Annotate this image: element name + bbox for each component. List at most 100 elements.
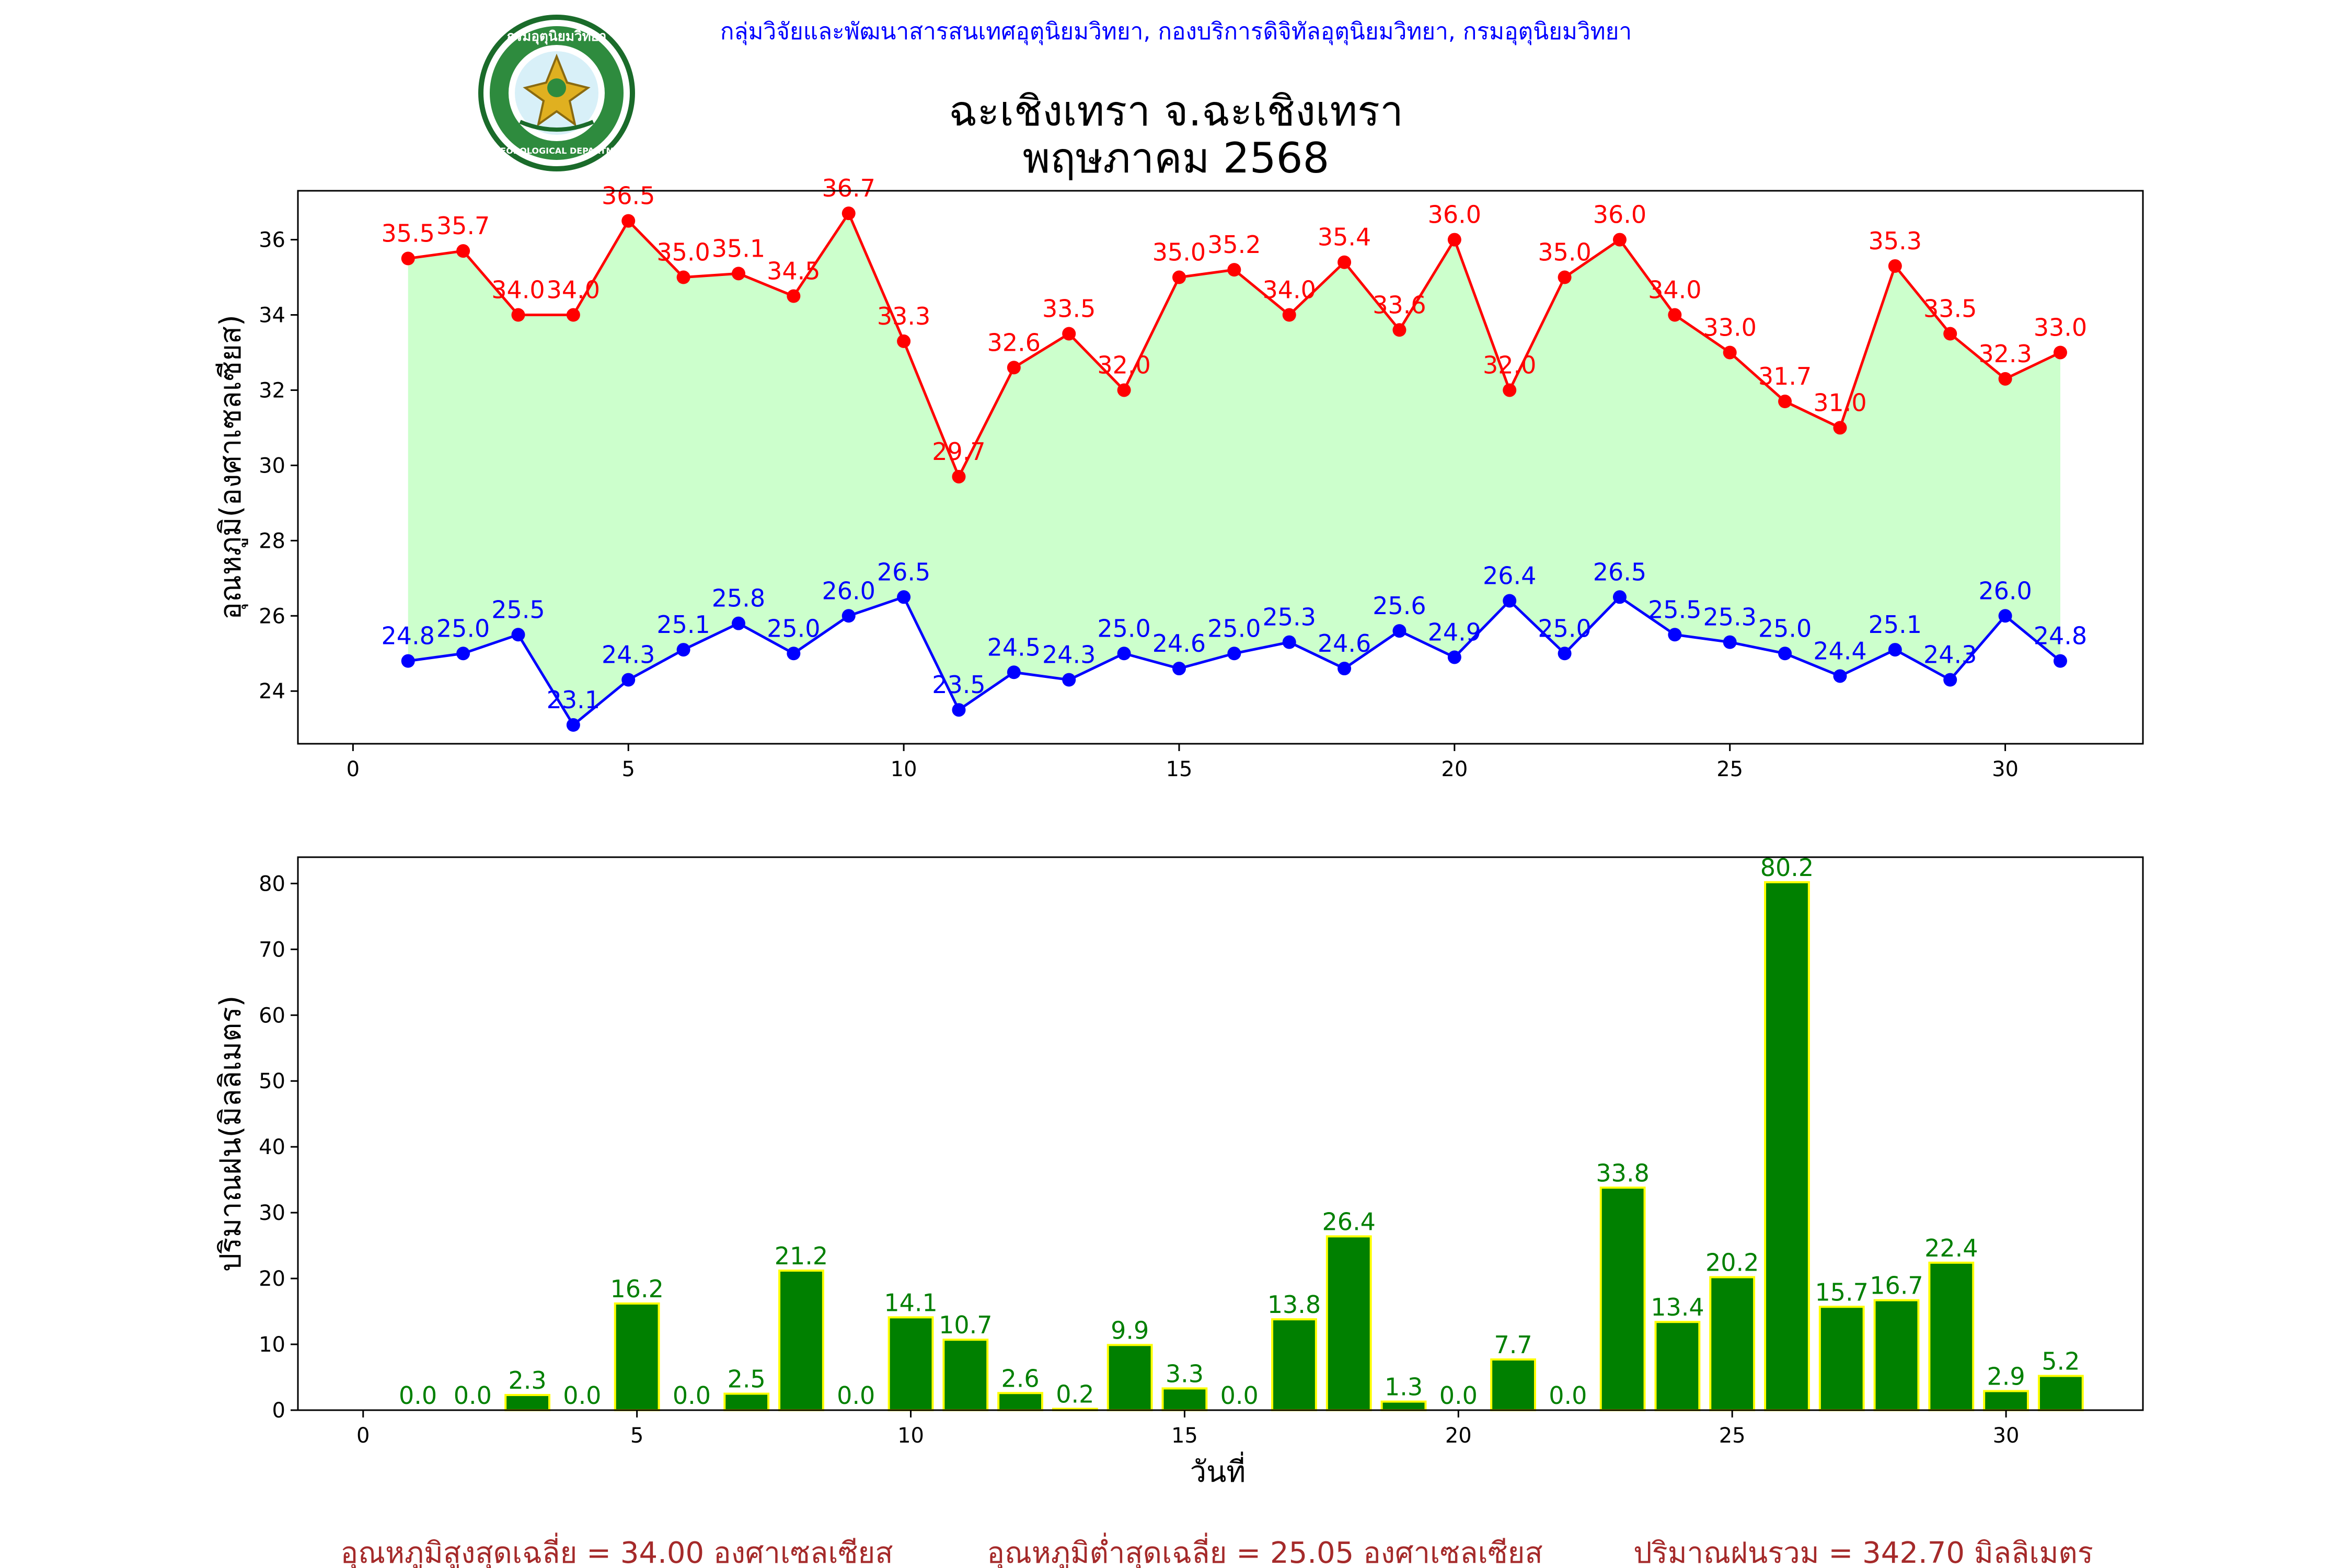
tmin-data-label: 25.3 <box>1263 603 1316 631</box>
temperature-y-tick-label: 26 <box>259 604 285 628</box>
rainfall-data-label: 2.6 <box>1001 1364 1040 1392</box>
tmin-point <box>621 673 636 687</box>
tmin-point <box>1392 624 1406 638</box>
rainfall-data-label: 0.2 <box>1056 1380 1094 1408</box>
tmin-point <box>1227 647 1241 661</box>
temperature-y-tick-label: 28 <box>259 529 285 553</box>
rainfall-data-label: 80.2 <box>1760 854 1814 882</box>
rainfall-bar <box>1161 1387 1208 1412</box>
tmin-point <box>1117 647 1131 661</box>
tmin-data-label: 24.6 <box>1318 629 1371 658</box>
tmax-data-label: 33.5 <box>1042 294 1096 322</box>
temperature-y-tick-label: 34 <box>259 304 285 328</box>
tmax-data-label: 31.0 <box>1813 388 1866 417</box>
rainfall-y-tick-label: 20 <box>259 1267 285 1291</box>
tmin-data-label: 24.8 <box>382 622 435 650</box>
temperature-x-tick-label: 0 <box>347 757 360 781</box>
tmax-point <box>621 214 636 228</box>
tmax-data-label: 34.5 <box>767 257 820 285</box>
rainfall-y-tick-label: 80 <box>259 872 285 896</box>
tmax-data-label: 32.6 <box>987 328 1041 356</box>
tmin-point <box>787 647 801 661</box>
temperature-y-tick-label: 32 <box>259 378 285 402</box>
tmax-data-label: 35.4 <box>1318 223 1371 251</box>
temperature-x-tick-label: 25 <box>1716 757 1743 781</box>
tmin-point <box>841 609 856 623</box>
tmax-data-label: 36.7 <box>822 174 875 202</box>
tmin-point <box>731 616 745 630</box>
tmin-data-label: 25.0 <box>767 614 820 642</box>
rainfall-data-label: 0.0 <box>563 1381 601 1410</box>
temperature-x-tick-label: 15 <box>1166 757 1193 781</box>
rainfall-data-label: 0.0 <box>454 1381 492 1410</box>
rainfall-data-label: 3.3 <box>1166 1359 1204 1388</box>
summary-tmax-average: อุณหภูมิสูงสุดเฉลี่ย = 34.00 องศาเซลเซีย… <box>340 1532 893 1568</box>
temperature-y-tick-label: 24 <box>259 679 285 704</box>
tmin-data-label: 24.6 <box>1152 629 1206 658</box>
tmax-data-label: 33.0 <box>2034 313 2087 341</box>
tmin-point <box>1612 590 1627 604</box>
tmin-data-label: 24.4 <box>1813 637 1866 665</box>
rainfall-panel: 0.0 0.0 2.3 0.0 16.2 0.0 2.5 21.2 0.0 14.110.7 2.6… <box>214 854 2144 1489</box>
rainfall-data-label: 13.4 <box>1651 1293 1704 1321</box>
tmin-data-label: 26.5 <box>1593 558 1646 586</box>
tmin-data-label: 26.5 <box>877 558 930 586</box>
tmax-data-label: 34.0 <box>547 276 600 304</box>
tmin-data-label: 24.3 <box>602 641 655 669</box>
logo-text-bottom: METEOROLOGICAL DEPARTMENT <box>481 146 633 156</box>
tmin-data-label: 25.1 <box>656 610 710 639</box>
tmin-point <box>897 590 911 604</box>
rainfall-bar <box>1380 1400 1427 1412</box>
tmax-data-label: 33.0 <box>1703 313 1756 341</box>
tmin-data-label: 25.0 <box>1538 614 1591 642</box>
tmin-point <box>1943 673 1957 687</box>
rainfall-x-tick-label: 15 <box>1171 1424 1198 1448</box>
tmin-point <box>952 703 966 717</box>
department-logo: กรมอุตุนิยมวิทยา METEOROLOGICAL DEPARTME… <box>478 15 635 171</box>
tmin-data-label: 26.0 <box>1978 577 2032 605</box>
tmax-point <box>841 206 856 221</box>
tmax-data-label: 33.5 <box>1923 294 1977 322</box>
tmax-point <box>676 270 690 284</box>
rainfall-y-axis-label: ปริมาณฝน(มิลลิเมตร) <box>214 996 248 1272</box>
rainfall-bar <box>1325 1235 1372 1411</box>
tmin-point <box>1833 669 1847 683</box>
summary-tmin-average: อุณหภูมิต่ำสุดเฉลี่ย = 25.05 องศาเซลเซีย… <box>987 1532 1542 1568</box>
rainfall-data-label: 16.2 <box>610 1275 663 1303</box>
tmax-data-label: 33.3 <box>877 302 930 330</box>
chart-title-line2: พฤษภาคม 2568 <box>1023 134 1330 182</box>
tmin-data-label: 25.0 <box>1207 614 1261 642</box>
rainfall-bar <box>997 1392 1043 1412</box>
tmax-point <box>1117 383 1131 397</box>
tmin-data-label: 25.8 <box>712 584 765 613</box>
tmax-point <box>731 267 745 281</box>
tmin-point <box>1007 665 1021 679</box>
tmin-point <box>1338 662 1352 676</box>
rainfall-bar <box>723 1392 770 1412</box>
rainfall-bar <box>614 1302 660 1411</box>
tmin-point <box>1723 635 1737 649</box>
rainfall-bar <box>942 1339 989 1411</box>
tmax-point <box>1723 345 1737 360</box>
rainfall-data-label: 22.4 <box>1924 1234 1978 1262</box>
rainfall-y-tick-label: 60 <box>259 1004 285 1028</box>
rainfall-data-label: 10.7 <box>939 1311 992 1339</box>
tmin-point <box>1447 650 1461 664</box>
rainfall-data-label: 15.7 <box>1815 1278 1869 1306</box>
rainfall-bar <box>1654 1321 1701 1412</box>
tmax-data-label: 29.7 <box>932 437 985 466</box>
rainfall-x-tick-label: 20 <box>1445 1424 1472 1448</box>
tmin-point <box>511 628 525 642</box>
rainfall-bar <box>778 1269 824 1411</box>
rainfall-data-label: 1.3 <box>1385 1373 1423 1401</box>
tmin-data-label: 24.3 <box>1042 641 1096 669</box>
tmax-data-label: 36.0 <box>1593 201 1646 229</box>
tmin-data-label: 24.9 <box>1428 618 1481 646</box>
tmax-point <box>401 251 415 266</box>
rainfall-x-tick-label: 0 <box>356 1424 370 1448</box>
rainfall-data-label: 0.0 <box>1439 1381 1478 1410</box>
tmax-point <box>1227 263 1241 277</box>
rainfall-y-tick-label: 70 <box>259 938 285 962</box>
rainfall-bar <box>2037 1375 2084 1412</box>
tmin-data-label: 25.0 <box>436 614 490 642</box>
